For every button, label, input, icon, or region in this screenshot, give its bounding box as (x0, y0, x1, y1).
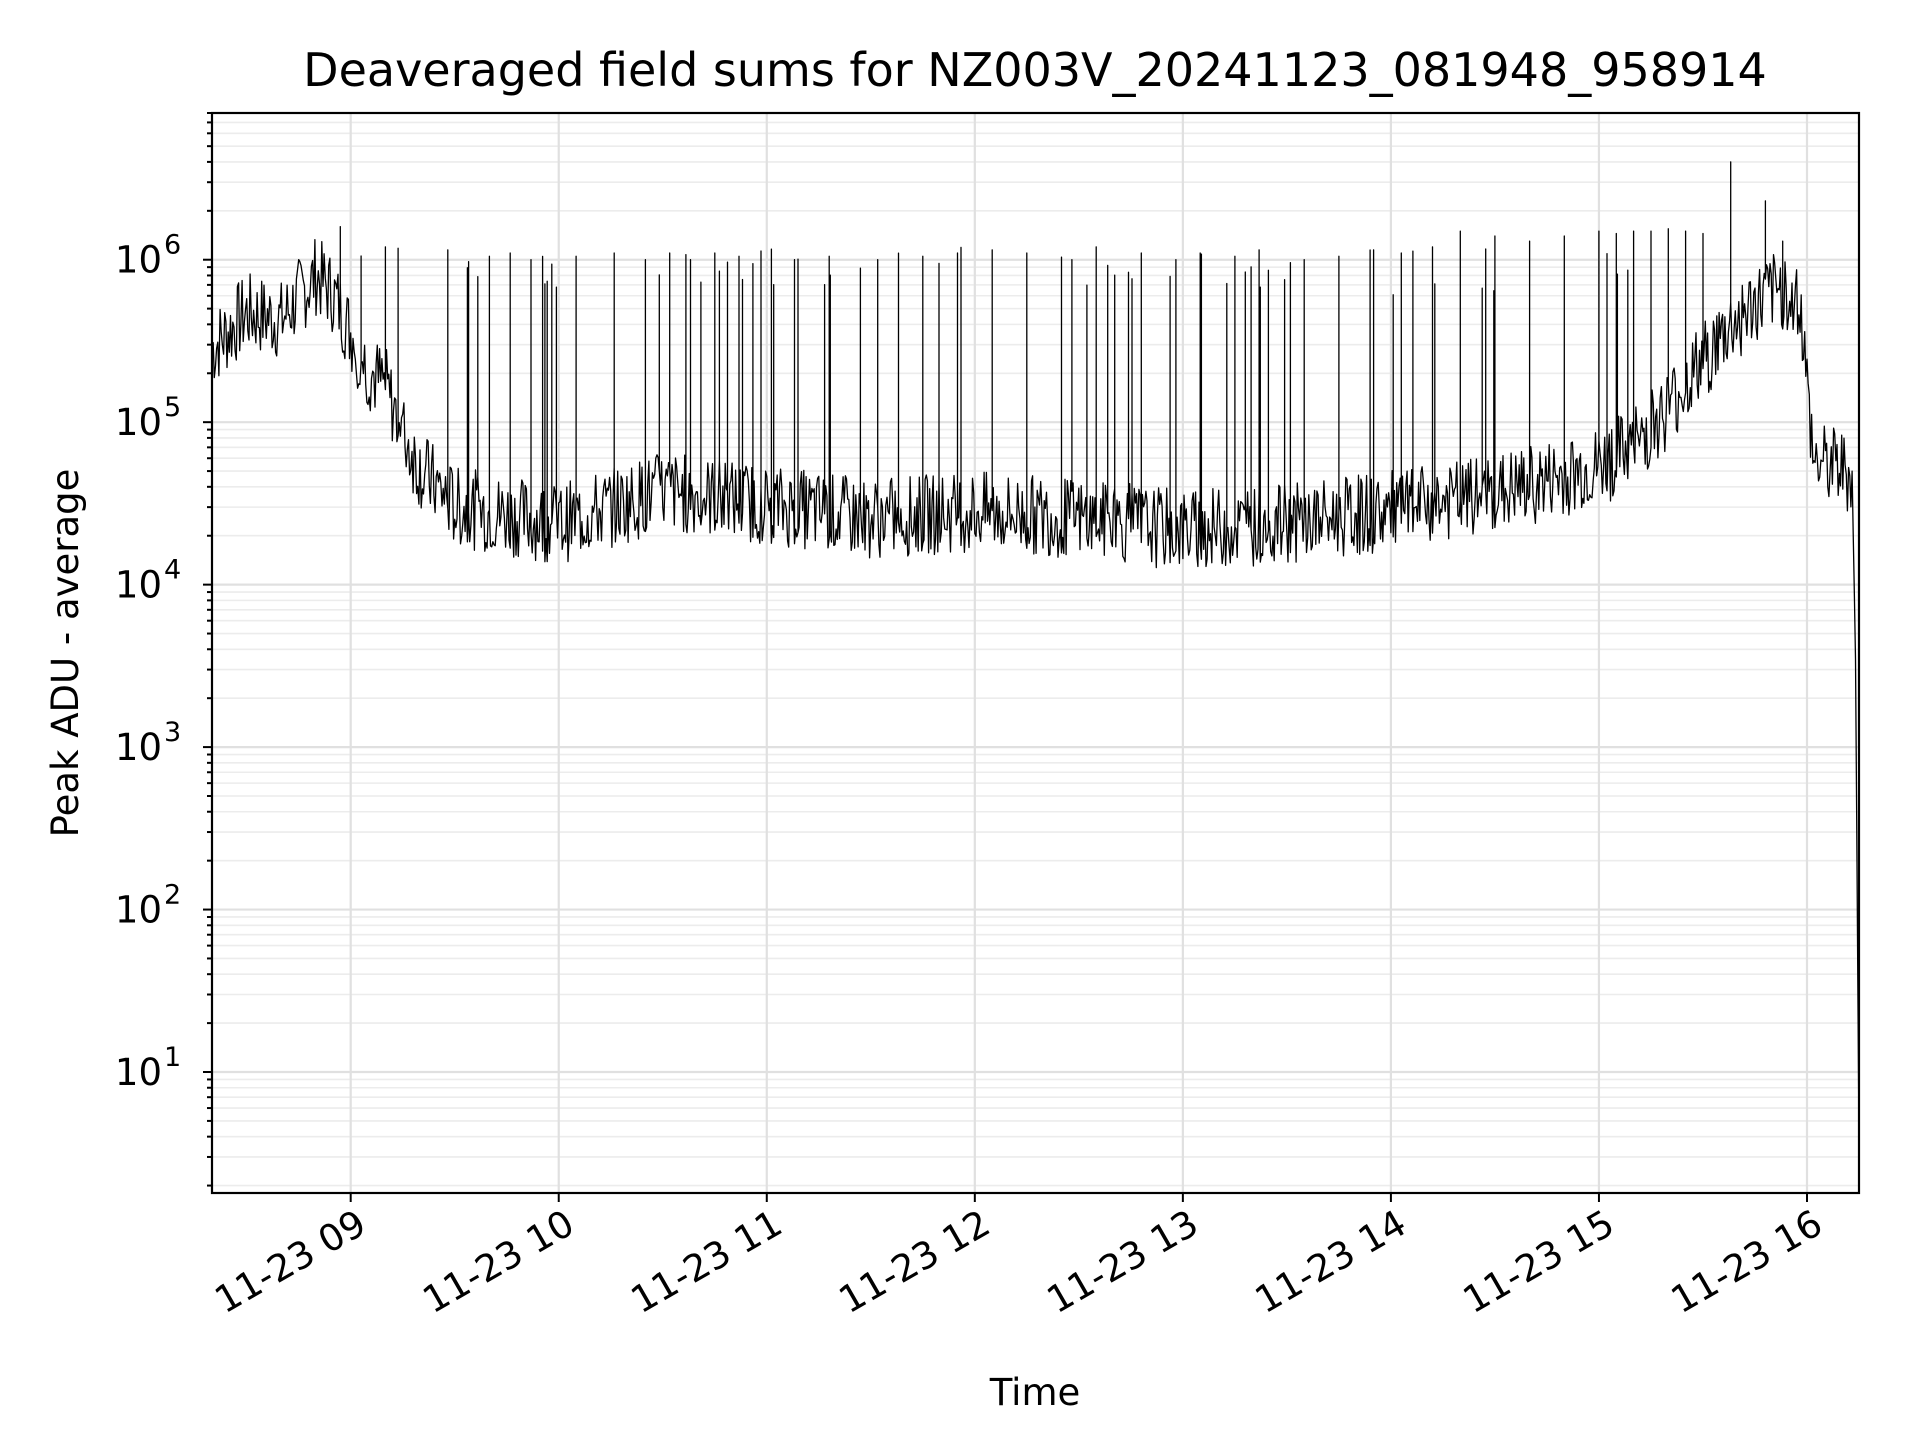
y-tick-label: 10 (115, 1051, 162, 1094)
y-tick-exponent: 2 (164, 880, 181, 911)
axis-ticks (203, 112, 1808, 1202)
y-tick-exponent: 1 (164, 1042, 181, 1073)
y-tick-exponent: 6 (164, 230, 181, 261)
y-tick-exponent: 5 (164, 392, 181, 423)
y-axis-label: Peak ADU - average (44, 469, 87, 838)
series-layer (211, 161, 1860, 1141)
chart-title: Deaveraged field sums for NZ003V_2024112… (303, 43, 1767, 97)
series-line (211, 161, 1860, 1141)
y-tick-label: 10 (115, 726, 162, 769)
y-tick-exponent: 4 (164, 555, 181, 586)
x-axis-label: Time (989, 1371, 1081, 1414)
plot-frame (210, 111, 1861, 1195)
y-tick-label: 10 (115, 401, 162, 444)
y-tick-label: 10 (115, 564, 162, 607)
y-tick-label: 10 (115, 239, 162, 282)
y-tick-exponent: 3 (164, 717, 181, 748)
y-tick-label: 10 (115, 889, 162, 932)
